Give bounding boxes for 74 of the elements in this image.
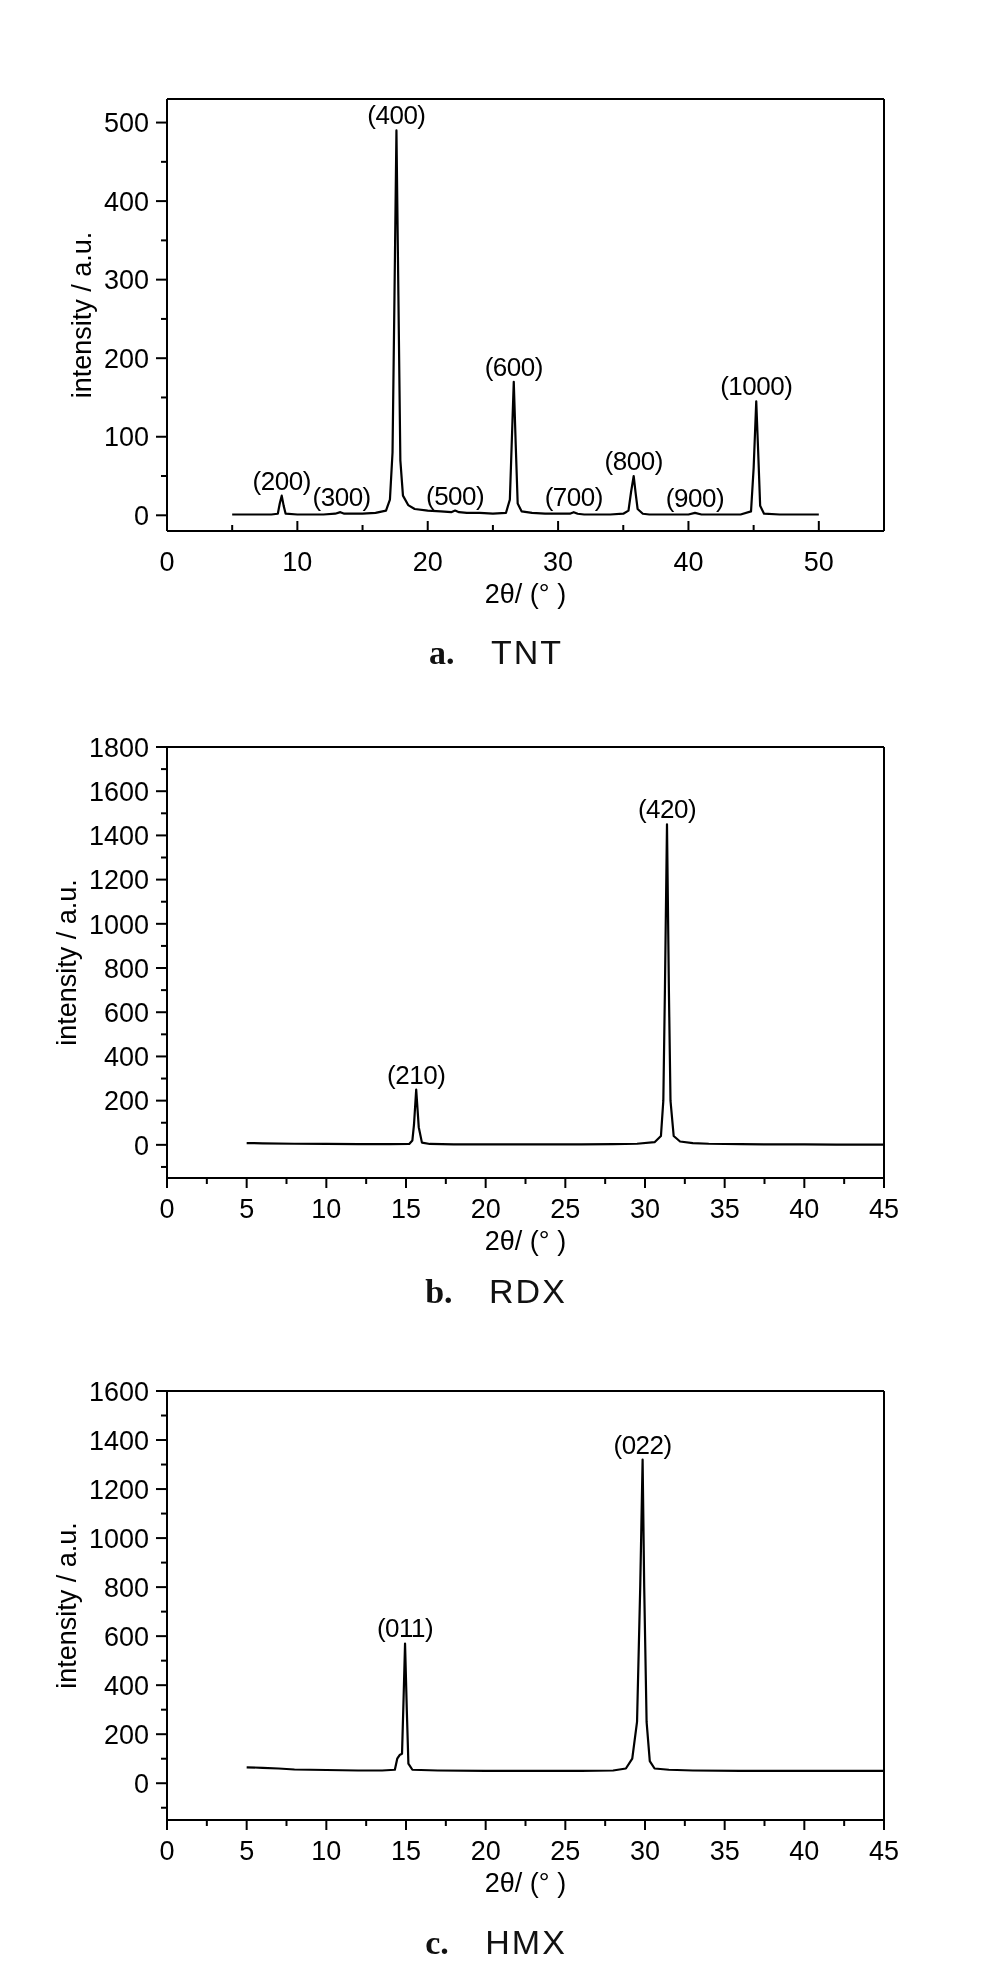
y-tick-label: 1600 (88, 776, 149, 807)
y-tick-label: 200 (103, 1086, 149, 1117)
annotation: (022) (613, 1429, 672, 1460)
y-axis-title: intensity / a.u. (67, 231, 97, 399)
x-axis-title: 2θ/ (° ) (484, 579, 567, 609)
annotation: (011) (376, 1613, 434, 1644)
x-tick-label: 10 (311, 1836, 342, 1866)
x-tick-label: 45 (868, 1836, 900, 1866)
y-tick-label: 600 (103, 1621, 149, 1652)
line-series (231, 129, 820, 516)
x-tick-label: 35 (709, 1194, 740, 1224)
y-tick-label: 300 (103, 265, 149, 296)
x-tick-label: 0 (159, 1836, 175, 1866)
text: c. HMX (425, 1923, 567, 1961)
y-tick-label: 1000 (88, 909, 149, 940)
text: a. TNT (428, 633, 564, 671)
y-tick-label: 200 (103, 1719, 149, 1750)
annotation: (300) (312, 482, 371, 513)
y-axis-title: intensity / a.u. (52, 1522, 82, 1689)
x-tick-label: 30 (543, 547, 574, 577)
x-tick-label: 35 (709, 1836, 740, 1866)
x-tick-label: 0 (159, 1194, 175, 1224)
y-tick-label: 200 (103, 343, 149, 374)
annotation: (500) (426, 480, 485, 511)
y-tick-label: 1600 (88, 1376, 149, 1407)
y-tick-label: 800 (103, 953, 149, 984)
annotation: (1000) (720, 371, 793, 402)
y-tick-label: 1400 (88, 1425, 149, 1456)
y-tick-label: 400 (103, 1670, 149, 1701)
x-tick-label: 40 (673, 547, 704, 577)
x-tick-label: 30 (629, 1194, 661, 1224)
x-tick-label: 10 (282, 547, 313, 577)
annotation: (800) (604, 446, 663, 477)
annotation: (200) (252, 465, 311, 496)
y-axis-title: intensity / a.u. (52, 879, 82, 1046)
x-tick-label: 50 (803, 547, 834, 577)
x-tick-label: 0 (159, 547, 175, 577)
x-tick-label: 5 (239, 1194, 255, 1224)
x-tick-label: 15 (390, 1194, 422, 1224)
x-tick-label: 25 (550, 1836, 581, 1866)
annotation: (400) (367, 100, 426, 131)
y-tick-label: 1400 (88, 821, 149, 852)
annotation: (420) (637, 794, 697, 825)
y-tick-label: 0 (133, 501, 149, 532)
x-tick-label: 30 (629, 1836, 661, 1866)
x-tick-label: 20 (470, 1194, 501, 1224)
x-tick-label: 40 (789, 1836, 820, 1866)
y-tick-label: 1000 (88, 1523, 149, 1554)
y-tick-label: 0 (133, 1768, 149, 1799)
annotation: (600) (484, 351, 543, 382)
x-tick-label: 40 (789, 1194, 820, 1224)
x-axis-title: 2θ/ (° ) (484, 1868, 567, 1898)
y-tick-label: 100 (103, 422, 149, 453)
x-tick-label: 45 (868, 1194, 900, 1224)
y-tick-label: 500 (103, 108, 149, 139)
y-tick-label: 0 (133, 1130, 149, 1161)
y-tick-label: 1800 (88, 732, 149, 763)
y-tick-label: 600 (103, 997, 149, 1028)
y-tick-label: 400 (103, 1042, 149, 1073)
y-tick-label: 1200 (88, 865, 149, 896)
x-tick-label: 15 (390, 1836, 422, 1866)
x-tick-label: 5 (239, 1836, 255, 1866)
annotation: (700) (544, 482, 603, 513)
x-axis-title: 2θ/ (° ) (484, 1226, 567, 1256)
annotation: (900) (665, 482, 725, 513)
x-tick-label: 10 (311, 1194, 342, 1224)
y-tick-label: 1200 (88, 1474, 149, 1505)
y-tick-label: 400 (103, 186, 149, 217)
x-tick-label: 25 (550, 1194, 581, 1224)
x-tick-label: 20 (470, 1836, 501, 1866)
x-tick-label: 20 (412, 547, 443, 577)
y-tick-label: 800 (103, 1572, 149, 1603)
annotation: (210) (387, 1059, 446, 1090)
text: b. RDX (425, 1272, 567, 1310)
